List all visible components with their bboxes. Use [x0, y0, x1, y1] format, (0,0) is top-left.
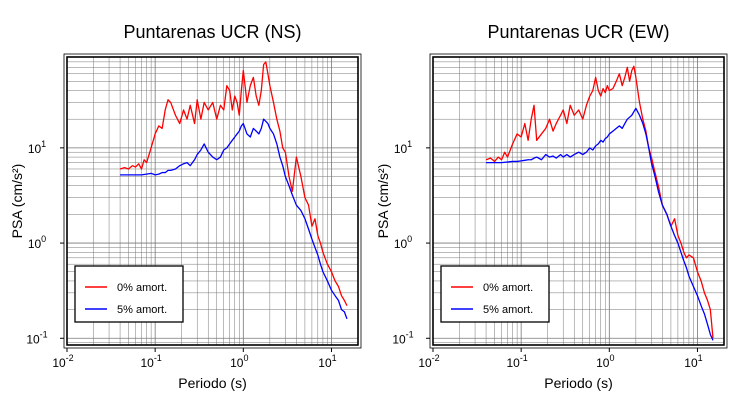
legend: 0% amort. 5% amort.	[440, 265, 550, 323]
series-line-undamped	[485, 65, 714, 339]
series-line-undamped	[119, 61, 348, 306]
x-tick-label: 100	[596, 353, 614, 370]
y-axis-label: PSA (cm/s²)	[9, 164, 25, 239]
y-tick-label: 100	[394, 234, 412, 251]
series-line-damped	[486, 107, 714, 341]
y-tick-label: 10-1	[26, 329, 47, 346]
y-tick-label: 101	[394, 139, 412, 156]
x-axis-label: Periodo (s)	[178, 375, 246, 391]
legend: 0% amort. 5% amort.	[74, 265, 184, 323]
chart-title: Puntarenas UCR (EW)	[487, 22, 669, 42]
legend-box	[74, 265, 184, 323]
series-line-damped	[120, 118, 348, 320]
chart-panel-0: Puntarenas UCR (NS) 10-2 10-1 100 101 10-1 100…	[9, 22, 362, 391]
y-tick-label: 101	[28, 139, 46, 156]
chart-title: Puntarenas UCR (NS)	[123, 22, 301, 42]
x-tick-label: 10-2	[52, 353, 73, 370]
plot-frame	[66, 56, 359, 346]
plot-frame	[432, 56, 725, 346]
plot-frame-outer	[429, 53, 728, 349]
legend-label: 5% amort.	[483, 304, 533, 316]
x-tick-label: 101	[318, 353, 336, 370]
plot-frame-outer	[63, 53, 362, 349]
legend-label: 5% amort.	[117, 304, 167, 316]
chart-panel-1: Puntarenas UCR (EW) 10-2 10-1 100 101 10-1 100…	[375, 22, 728, 391]
x-axis-label: Periodo (s)	[544, 375, 612, 391]
y-tick-label: 10-1	[392, 329, 413, 346]
legend-label: 0% amort.	[117, 282, 167, 294]
y-axis-label: PSA (cm/s²)	[375, 164, 391, 239]
legend-box	[440, 265, 550, 323]
legend-label: 0% amort.	[483, 282, 533, 294]
x-tick-label: 10-1	[140, 353, 161, 370]
x-tick-label: 100	[230, 353, 248, 370]
x-tick-label: 10-2	[418, 353, 439, 370]
x-tick-label: 10-1	[506, 353, 527, 370]
x-tick-label: 101	[684, 353, 702, 370]
y-tick-label: 100	[28, 234, 46, 251]
